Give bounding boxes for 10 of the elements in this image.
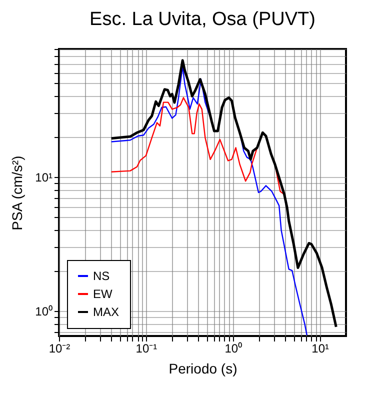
legend-label: NS	[93, 269, 110, 283]
chart-title: Esc. La Uvita, Osa (PUVT)	[90, 9, 316, 30]
legend-label: MAX	[93, 305, 120, 319]
legend-label: EW	[93, 287, 114, 301]
x-axis-title: Periodo (s)	[168, 360, 238, 376]
x-tick-label: 10⁻²	[48, 342, 70, 356]
x-tick-label: 10⁻¹	[136, 342, 158, 356]
y-axis-title: PSA (cm/s²)	[9, 156, 26, 230]
x-tick-label: 10⁰	[224, 342, 242, 356]
x-tick-label: 10¹	[312, 342, 330, 356]
